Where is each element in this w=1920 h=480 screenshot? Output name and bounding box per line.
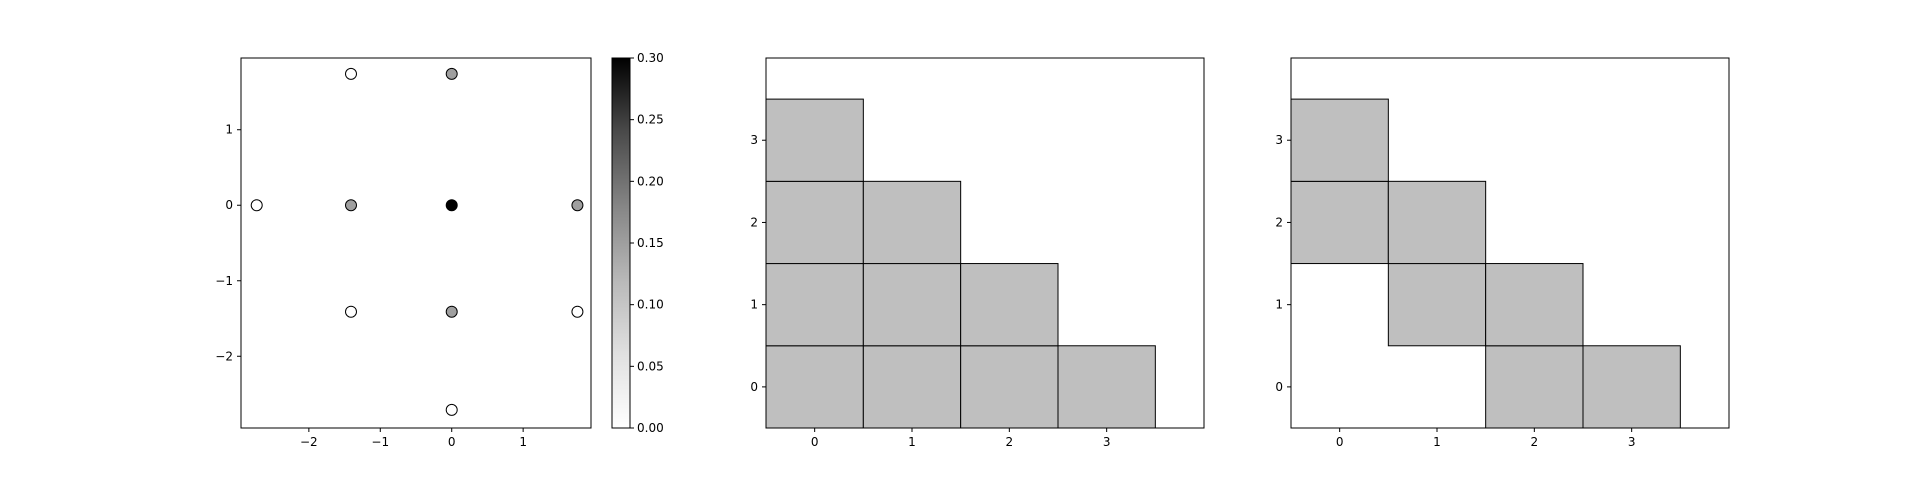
colorbar-tick-label: 0.30: [637, 51, 664, 65]
heatmap-cell: [1582, 345, 1681, 429]
x-tick-label: 2: [1531, 435, 1539, 449]
axes-frame: [1290, 57, 1730, 429]
heatmap-cell: [1387, 180, 1487, 265]
colorbar-tick-label: 0.00: [637, 421, 664, 435]
y-tick-label: 0: [1275, 380, 1283, 394]
axes-frame: [765, 57, 1205, 429]
scatter-point: [445, 67, 458, 80]
x-tick-label: 1: [908, 435, 916, 449]
scatter-point: [445, 403, 458, 416]
x-tick-label: 0: [811, 435, 819, 449]
colorbar-gradient: [612, 58, 630, 428]
scatter-point: [345, 305, 357, 318]
x-tick-label: −2: [300, 435, 318, 449]
colorbar: 0.00 0.05 0.10 0.15 0.20 0.25 0.30: [611, 51, 664, 435]
heatmap-left: 0 1 2 3 0 1 2 3: [750, 57, 1205, 449]
y-tick-label: 1: [1275, 298, 1283, 312]
heatmap-cell: [960, 263, 1059, 347]
heatmap-cell: [862, 345, 962, 429]
colorbar-tick-label: 0.10: [637, 298, 664, 312]
y-tick-label: 3: [750, 133, 758, 147]
scatter-point: [571, 199, 584, 212]
scatter-point: [250, 199, 263, 212]
colorbar-tick-label: 0.05: [637, 359, 664, 373]
x-tick-label: 1: [519, 435, 527, 449]
scatter-point: [445, 199, 458, 212]
y-tick-label: 1: [225, 123, 233, 137]
y-tick-label: 0: [750, 380, 758, 394]
heatmap-cell: [765, 345, 864, 429]
x-tick-label: 0: [1336, 435, 1344, 449]
heatmap-cell: [1057, 345, 1156, 429]
colorbar-tick-label: 0.20: [637, 174, 664, 188]
heatmap-cell: [1290, 98, 1389, 182]
y-tick-label: 2: [750, 215, 758, 229]
heatmap-cell: [765, 263, 864, 347]
heatmap-cell: [1387, 263, 1487, 347]
scatter-point: [445, 305, 458, 318]
y-tick-label: −2: [215, 349, 233, 363]
colorbar-tick-label: 0.25: [637, 113, 664, 127]
y-tick-label: 3: [1275, 133, 1283, 147]
x-tick-label: 1: [1433, 435, 1441, 449]
x-tick-label: 2: [1006, 435, 1014, 449]
heatmap-cell: [862, 180, 962, 265]
y-tick-label: 2: [1275, 215, 1283, 229]
y-tick-label: 0: [225, 198, 233, 212]
scatter-point: [345, 199, 357, 212]
y-tick-label: −1: [215, 274, 233, 288]
colorbar-tick-label: 0.15: [637, 236, 664, 250]
x-tick-label: 3: [1103, 435, 1111, 449]
heatmap-cell: [765, 98, 864, 182]
heatmap-right: 0 1 2 3 0 1 2 3: [1275, 57, 1730, 449]
axes-frame: [240, 57, 592, 429]
x-tick-label: −1: [371, 435, 389, 449]
x-tick-label: 0: [448, 435, 456, 449]
heatmap-cell: [1485, 345, 1584, 429]
heatmap-cell: [960, 345, 1059, 429]
scatter-point: [571, 305, 584, 318]
scatter-plot: −2 −1 0 1 −2 −1 0 1: [215, 57, 592, 449]
heatmap-cell: [1290, 180, 1389, 265]
heatmap-cell: [1485, 263, 1584, 347]
heatmap-cell: [765, 180, 864, 265]
x-tick-label: 3: [1628, 435, 1636, 449]
scatter-point: [345, 67, 357, 80]
heatmap-cell: [862, 263, 962, 347]
y-tick-label: 1: [750, 298, 758, 312]
